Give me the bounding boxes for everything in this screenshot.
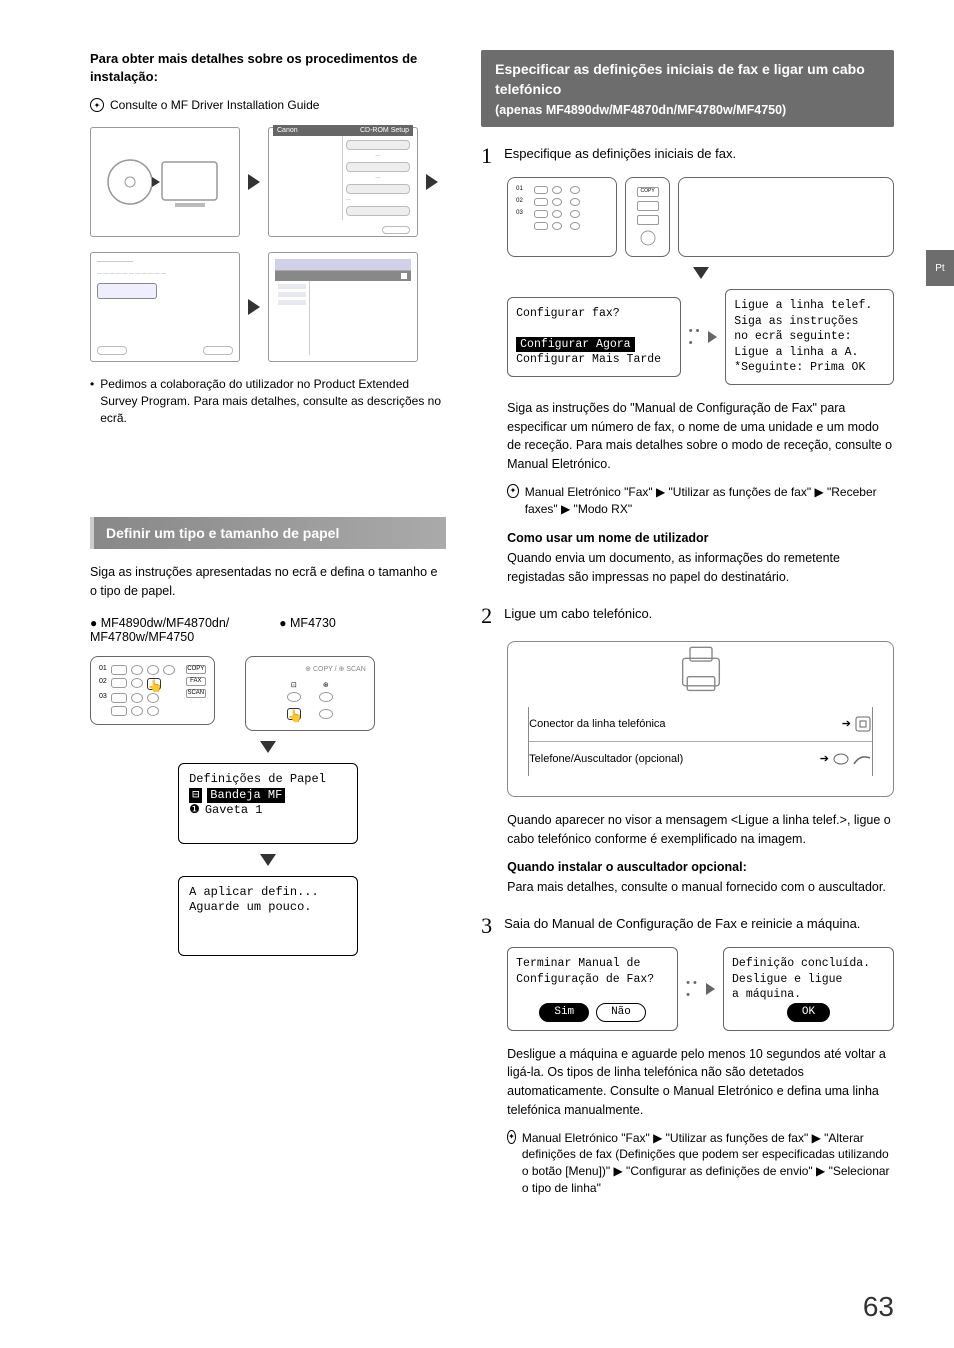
install-illustration-row-1: CanonCD-ROM Setup — — — [90,127,446,237]
dots-arrow-icon: • • • [686,977,715,1001]
disc-computer-illustration [90,127,240,237]
consult-text: Consulte o MF Driver Installation Guide [110,98,319,112]
install-window-illustration [268,252,418,362]
page-content: Para obter mais detalhes sobre os proced… [0,0,954,1227]
paper-instructions: Siga as instruções apresentadas no ecrã … [90,563,446,601]
consult-line: ✦ Consulte o MF Driver Installation Guid… [90,98,446,112]
install-illustration-row-2: —————— — — — — — — — — — — — [90,252,446,362]
step-number: 2 [481,605,492,627]
blank-display [678,177,894,257]
lcd-line: Definições de Papel [189,772,347,788]
lcd-line: Gaveta 1 [205,803,263,819]
phone-handset-icon: ➔ [820,750,872,768]
reference-1: ✦ Manual Eletrónico "Fax" ▶ "Utilizar as… [507,484,894,518]
connection-diagram: Conector da linha telefónica ➔ Telefone/… [507,641,894,797]
arrow-down-icon [260,741,276,753]
lcd-line: *Seguinte: Prima OK [734,360,885,376]
setup-dialog-illustration: CanonCD-ROM Setup — — — [268,127,418,237]
step-3-text: Saia do Manual de Configuração de Fax e … [504,915,894,937]
reference-1-text: Manual Eletrónico "Fax" ▶ "Utilizar as f… [525,484,894,518]
step-1-text: Especifique as definições iniciais de fa… [504,145,894,167]
keypad-model-b: ⊕ COPY / ⊕ SCAN ⊡ ⊛ 👆 [245,656,375,731]
survey-note: • Pedimos a colaboração do utilizador no… [90,376,446,426]
lcd-line: A aplicar defin... [189,885,347,901]
lcd-line: Terminar Manual de [516,956,669,972]
step-2: 2 Ligue um cabo telefónico. [481,605,894,627]
lcd-line: Configuração de Fax? [516,972,669,988]
agreement-dialog-illustration: —————— — — — — — — — — — — — [90,252,240,362]
step-number: 1 [481,145,492,167]
no-button[interactable]: Não [596,1003,646,1022]
reference-icon: ✦ [507,1130,516,1144]
step-3-paragraph: Desligue a máquina e aguarde pelo menos … [507,1045,894,1120]
step-3: 3 Saia do Manual de Configuração de Fax … [481,915,894,937]
fax-section-header: Especificar as definições iniciais de fa… [481,50,894,127]
step-number: 3 [481,915,492,937]
ok-button[interactable]: OK [787,1003,830,1022]
left-column: Para obter mais detalhes sobre os proced… [90,50,446,1197]
right-column: Especificar as definições iniciais de fa… [481,50,894,1197]
lcd-line: a máquina. [732,987,885,1003]
fax-header-subtitle: (apenas MF4890dw/MF4870dn/MF4780w/MF4750… [495,103,880,117]
lcd-line: Configurar fax? [516,306,672,322]
wall-jack-icon: ➔ [842,715,872,733]
connector-phone-label: Telefone/Auscultador (opcional) [529,753,683,765]
handset-body: Para mais detalhes, consulte o manual fo… [507,878,894,897]
reference-icon: ✦ [90,98,104,112]
dots-arrow-icon: • • • [689,325,718,349]
arrow-right-icon [248,299,260,315]
printer-icon [673,640,728,695]
step-2-text: Ligue um cabo telefónico. [504,605,894,627]
paper-section-header: Definir um tipo e tamanho de papel [90,517,446,549]
install-details-heading: Para obter mais detalhes sobre os proced… [90,50,446,86]
reference-3-text: Manual Eletrónico "Fax" ▶ "Utilizar as f… [522,1130,894,1197]
arrow-right-icon [426,174,438,190]
model-b: MF4730 [290,616,336,630]
page-number: 63 [863,1291,894,1323]
keypad-model-a: 01 02👆 03 00 COPY FAX SCAN [90,656,215,725]
reference-3: ✦ Manual Eletrónico "Fax" ▶ "Utilizar as… [507,1130,894,1197]
fax-header-title: Especificar as definições iniciais de fa… [495,60,880,99]
lcd-line: Configurar Agora [516,337,634,352]
lcd-line: Desligue e ligue [732,972,885,988]
lcd-line: Ligue a linha telef. [734,298,885,314]
lcd-line: Aguarde um pouco. [189,900,347,916]
keypad-fax: 01 02 03 [507,177,617,257]
bullet-icon: • [90,376,94,426]
lcd-line: Ligue a linha a A. [734,345,885,361]
model-a: MF4890dw/MF4870dn/ MF4780w/MF4750 [90,616,229,644]
step-1: 1 Especifique as definições iniciais de … [481,145,894,167]
lcd-config-fax: Configurar fax? Configurar Agora Configu… [507,297,681,377]
arrow-down-icon [260,854,276,866]
reference-icon: ✦ [507,484,519,498]
username-heading: Como usar um nome de utilizador [507,531,894,545]
lcd-paper-settings: Definições de Papel ⊟Bandeja MF ❶Gaveta … [178,763,358,843]
lcd-connect-line: Ligue a linha telef. Siga as instruções … [725,289,894,385]
lcd-line: no ecrã seguinte: [734,329,885,345]
disc-pc-icon [100,137,230,227]
lcd-line: Bandeja MF [207,788,285,804]
lcd-line: Siga as instruções [734,314,885,330]
username-body: Quando envia um documento, as informaçõe… [507,549,894,587]
lcd-applying: A aplicar defin... Aguarde um pouco. [178,876,358,956]
language-tab: Pt [926,250,954,286]
lcd-end-manual: Terminar Manual de Configuração de Fax? … [507,947,678,1030]
yes-button[interactable]: Sim [539,1003,589,1022]
arrow-right-icon [248,174,260,190]
lcd-line: Definição concluída. [732,956,885,972]
connector-line-label: Conector da linha telefónica [529,718,665,730]
mode-buttons: COPY [625,177,670,257]
lcd-line: Configurar Mais Tarde [516,352,672,368]
step-2-paragraph: Quando aparecer no visor a mensagem <Lig… [507,811,894,849]
handset-heading: Quando instalar o auscultador opcional: [507,860,894,874]
model-list: ● MF4890dw/MF4870dn/ MF4780w/MF4750 ● MF… [90,616,446,644]
survey-text: Pedimos a colaboração do utilizador no P… [100,376,446,426]
arrow-down-icon [693,267,709,279]
lcd-done: Definição concluída. Desligue e ligue a … [723,947,894,1030]
step-1-paragraph: Siga as instruções do "Manual de Configu… [507,399,894,474]
